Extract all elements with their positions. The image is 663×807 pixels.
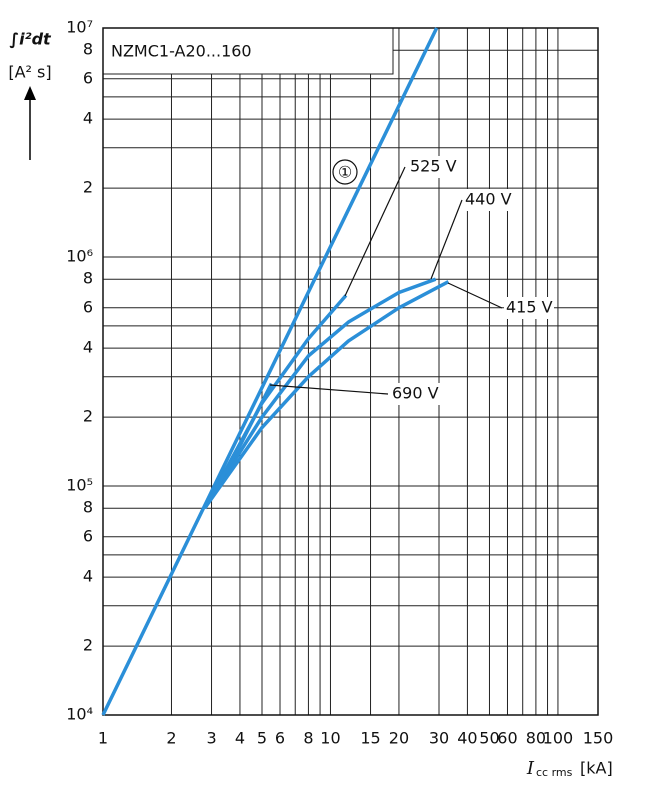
chart-title: NZMC1-A20...160 <box>111 42 252 61</box>
x-tick-label: 15 <box>360 729 380 748</box>
y-tick-label: 10⁷ <box>66 18 93 37</box>
label-bg <box>463 189 513 211</box>
x-axis-unit: [kA] <box>580 759 613 778</box>
x-tick-label: 1 <box>98 729 108 748</box>
title-box <box>102 27 394 75</box>
x-tick-label: 50 <box>479 729 499 748</box>
series-label: 440 V <box>465 190 512 209</box>
x-tick-label: 30 <box>429 729 449 748</box>
y-tick-label: 6 <box>83 68 93 87</box>
y-arrowhead <box>24 86 36 100</box>
leader-line <box>269 384 389 395</box>
x-tick-label: 4 <box>235 729 245 748</box>
leader-line <box>447 282 503 309</box>
plot-frame <box>102 27 599 716</box>
x-axis-label-sub: cc rms <box>536 766 573 779</box>
leader-line <box>430 199 463 280</box>
y-tick-label: 2 <box>83 636 93 655</box>
series-line <box>203 277 437 510</box>
y-tick-label: 2 <box>83 407 93 426</box>
y-tick-label: 10⁵ <box>66 476 93 495</box>
y-tick-label: 10⁴ <box>66 705 93 724</box>
x-tick-label: 100 <box>543 729 574 748</box>
x-tick-label: 2 <box>166 729 176 748</box>
x-tick-label: 80 <box>526 729 546 748</box>
x-tick-label: 6 <box>275 729 285 748</box>
series-line <box>203 382 273 510</box>
y-tick-label: 4 <box>83 567 93 586</box>
y-tick-label: 2 <box>83 178 93 197</box>
series-label: ① <box>338 163 352 182</box>
y-tick-label: 10⁶ <box>66 247 93 266</box>
label-circle <box>332 159 358 185</box>
series-label: 690 V <box>392 384 439 403</box>
series-line <box>203 280 450 510</box>
y-tick-label: 4 <box>83 109 93 128</box>
label-bg <box>504 297 554 319</box>
series-label: 415 V <box>506 298 553 317</box>
label-bg <box>408 156 458 178</box>
series-line <box>101 27 439 716</box>
y-tick-label: 8 <box>83 269 93 288</box>
x-tick-label: 60 <box>497 729 517 748</box>
label-bg <box>390 383 440 405</box>
y-tick-label: 8 <box>83 40 93 59</box>
x-tick-label: 20 <box>389 729 409 748</box>
y-tick-label: 8 <box>83 498 93 517</box>
y-tick-label: 4 <box>83 338 93 357</box>
x-tick-label: 5 <box>257 729 267 748</box>
leader-line <box>344 166 406 297</box>
y-axis-label: ∫i²dt <box>9 30 52 49</box>
x-tick-label: 10 <box>320 729 340 748</box>
x-tick-label: 3 <box>206 729 216 748</box>
y-axis-unit: [A² s] <box>8 63 51 82</box>
x-tick-label: 40 <box>457 729 477 748</box>
x-tick-label: 150 <box>583 729 614 748</box>
series-label: 525 V <box>410 157 457 176</box>
x-tick-label: 8 <box>303 729 313 748</box>
y-tick-label: 6 <box>83 526 93 545</box>
x-axis-label: I <box>526 758 535 779</box>
y-tick-label: 6 <box>83 297 93 316</box>
